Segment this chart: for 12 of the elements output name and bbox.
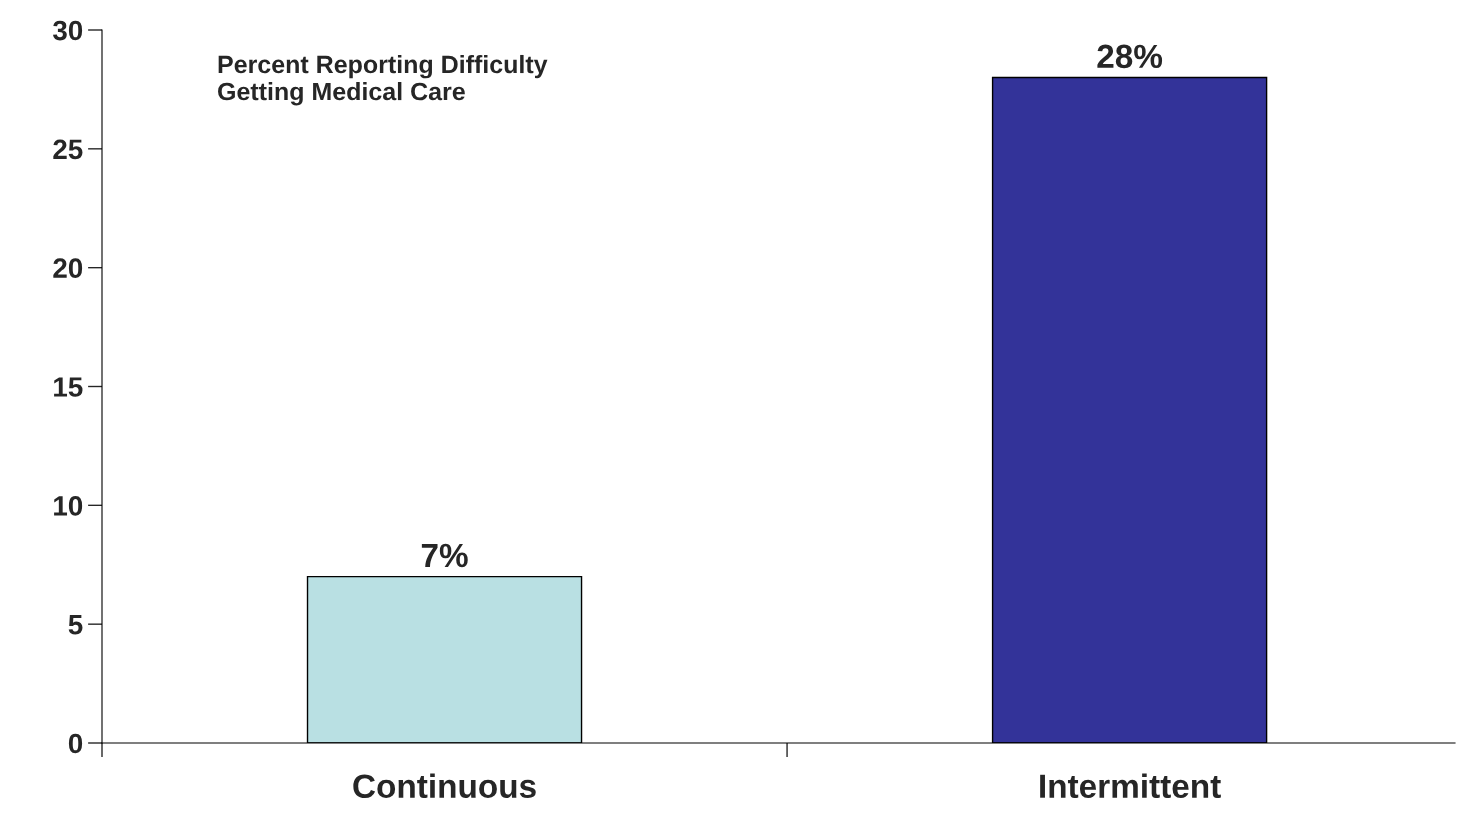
y-tick-label: 10 [54, 496, 83, 516]
data-label: 28% [1097, 44, 1163, 69]
y-tick-label: 25 [53, 139, 83, 160]
data-label: 7% [421, 543, 468, 568]
x-tick-label: Intermittent [1040, 773, 1221, 799]
y-tick-label: 15 [54, 377, 83, 397]
y-tick-label: 0 [68, 733, 83, 754]
y-tick-label: 30 [52, 20, 83, 41]
annotation: Percent Reporting Difficulty Getting Medical Care [218, 54, 548, 106]
x-tick-label: Continuous [353, 773, 536, 799]
y-tick-label: 5 [68, 615, 83, 635]
y-tick-label: 20 [53, 258, 83, 279]
